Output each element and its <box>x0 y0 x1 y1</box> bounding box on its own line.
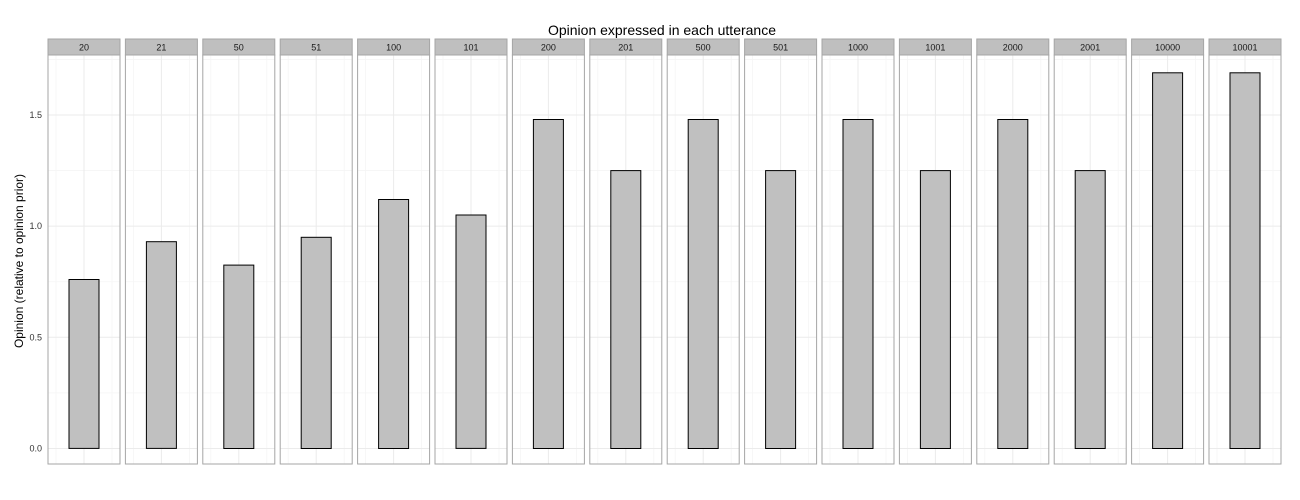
bar <box>610 170 642 449</box>
facet-strip <box>976 38 1050 56</box>
bar <box>842 119 874 449</box>
facet-panel: 501 <box>744 38 818 465</box>
facet-panel: 1001 <box>898 38 972 465</box>
facet-panels: 20 21 50 51 100 101 200 201 500 501 1000 1001 2000 20… <box>47 38 1282 465</box>
y-axis-label: Opinion (relative to opinion prior) <box>12 174 26 348</box>
chart-title: Opinion expressed in each utterance <box>548 22 776 38</box>
facet-strip-label: 201 <box>618 43 633 53</box>
y-tick-label: 1.5 <box>29 110 42 120</box>
facet-panel: 21 <box>124 38 198 465</box>
facet-panel: 101 <box>434 38 508 465</box>
facet-strip-label: 1000 <box>848 43 868 53</box>
facet-strip <box>1053 38 1127 56</box>
facet-strip <box>511 38 585 56</box>
facet-panel: 1000 <box>821 38 895 465</box>
facet-strip-label: 10000 <box>1155 43 1180 53</box>
bar <box>919 170 951 449</box>
facet-strip-label: 20 <box>79 43 89 53</box>
facet-panel: 100 <box>357 38 431 465</box>
bar <box>1229 72 1261 450</box>
facet-strip <box>1208 38 1282 56</box>
facet-panel: 2000 <box>976 38 1050 465</box>
bar <box>223 264 255 449</box>
facet-strip-label: 501 <box>773 43 788 53</box>
facet-strip <box>589 38 663 56</box>
y-tick-label: 1.0 <box>29 221 42 231</box>
facet-panel: 200 <box>511 38 585 465</box>
y-tick-label: 0.5 <box>29 332 42 342</box>
facet-strip-label: 10001 <box>1232 43 1257 53</box>
facet-strip-label: 50 <box>234 43 244 53</box>
facet-panel: 2001 <box>1053 38 1127 465</box>
facet-strip <box>357 38 431 56</box>
bar <box>68 279 100 449</box>
y-axis-ticks: 0.0 0.5 1.0 1.5 <box>29 110 42 453</box>
facet-strip <box>744 38 818 56</box>
y-tick-label: 0.0 <box>29 443 42 453</box>
facet-panel: 201 <box>589 38 663 465</box>
facet-strip-label: 101 <box>463 43 478 53</box>
facet-strip-label: 100 <box>386 43 401 53</box>
bar <box>300 236 332 449</box>
facet-strip <box>666 38 740 56</box>
facet-strip <box>821 38 895 56</box>
bar <box>687 119 719 449</box>
facet-strip-label: 200 <box>541 43 556 53</box>
facet-strip-label: 21 <box>156 43 166 53</box>
facet-panel: 10000 <box>1131 38 1205 465</box>
bar <box>997 119 1029 449</box>
bar <box>1074 170 1106 449</box>
bar <box>455 214 487 449</box>
bar <box>765 170 797 449</box>
bar <box>1152 72 1184 450</box>
facet-panel: 10001 <box>1208 38 1282 465</box>
facet-strip <box>279 38 353 56</box>
facet-strip <box>898 38 972 56</box>
facet-strip <box>202 38 276 56</box>
facet-strip <box>434 38 508 56</box>
facet-panel: 500 <box>666 38 740 465</box>
facet-panel: 51 <box>279 38 353 465</box>
bar <box>145 241 177 449</box>
bar <box>532 119 564 449</box>
facet-panel: 50 <box>202 38 276 465</box>
bar <box>378 199 410 449</box>
facet-strip <box>1131 38 1205 56</box>
facet-strip-label: 1001 <box>925 43 945 53</box>
facet-strip-label: 2000 <box>1003 43 1023 53</box>
facet-panel: 20 <box>47 38 121 465</box>
facet-strip-label: 500 <box>696 43 711 53</box>
facet-strip <box>124 38 198 56</box>
facet-strip-label: 2001 <box>1080 43 1100 53</box>
facet-strip <box>47 38 121 56</box>
facet-strip-label: 51 <box>311 43 321 53</box>
